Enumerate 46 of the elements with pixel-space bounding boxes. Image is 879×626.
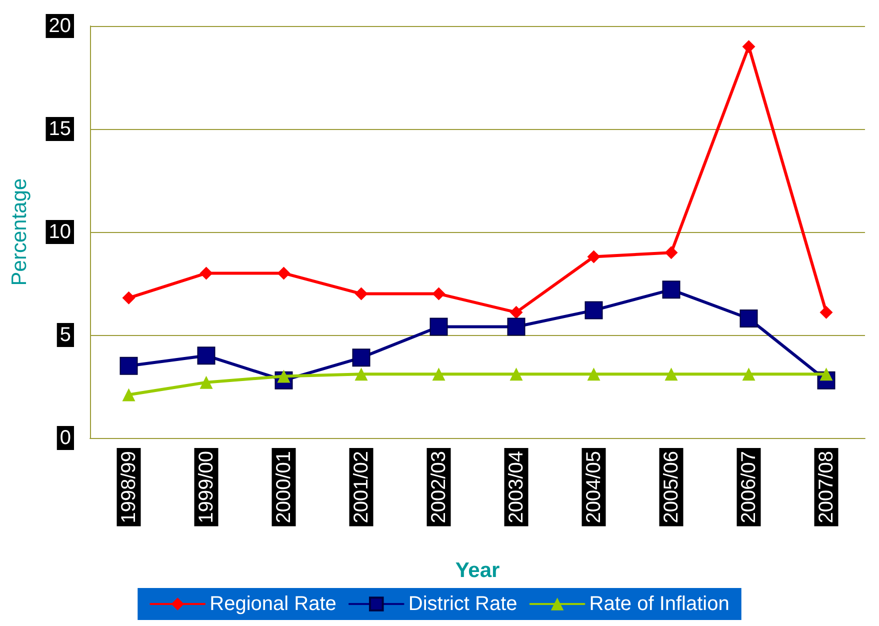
x-tick-label: 2005/06: [660, 451, 682, 524]
point: [352, 348, 370, 367]
x-axis-title: Year: [455, 559, 500, 582]
y-tick-label: 0: [60, 427, 71, 449]
legend-label: District Rate: [408, 593, 518, 615]
point: [354, 287, 368, 300]
point: [200, 266, 213, 280]
x-tick-label: 1999/00: [195, 451, 218, 524]
point: [664, 368, 678, 381]
point: [740, 310, 758, 328]
point: [122, 388, 136, 402]
x-tick-label: 2004/05: [582, 451, 605, 524]
y-tick-label: 15: [48, 118, 71, 140]
x-tick-label: 2001/02: [350, 451, 372, 524]
point: [507, 318, 526, 336]
point: [120, 356, 138, 375]
point: [200, 376, 213, 389]
point: [820, 306, 833, 319]
point: [277, 266, 290, 280]
point: [742, 40, 756, 54]
point: [587, 250, 600, 264]
y-tick-label: 5: [60, 324, 71, 346]
point: [584, 301, 603, 320]
point: [432, 287, 446, 300]
x-tick-label: 2007/08: [815, 451, 838, 524]
point: [430, 318, 448, 336]
x-tick-label: 1998/99: [118, 451, 140, 524]
point: [432, 368, 446, 381]
y-tick-label: 10: [48, 221, 71, 243]
legend-label: Rate of Inflation: [589, 593, 730, 615]
x-tick-label: 2003/04: [505, 451, 528, 524]
point: [662, 280, 680, 299]
point: [197, 346, 216, 365]
point: [510, 368, 523, 381]
legend-label: Regional Rate: [210, 593, 336, 615]
y-axis-title: Percentage: [8, 178, 31, 286]
point: [354, 368, 368, 381]
point: [664, 246, 678, 260]
point: [122, 291, 136, 304]
x-tick-label: 2006/07: [738, 451, 760, 524]
x-tick-label: 2000/01: [272, 451, 295, 524]
point: [742, 368, 756, 381]
point: [510, 306, 523, 319]
point: [587, 368, 600, 381]
x-tick-label: 2002/03: [428, 451, 450, 524]
y-tick-label: 20: [48, 15, 71, 37]
